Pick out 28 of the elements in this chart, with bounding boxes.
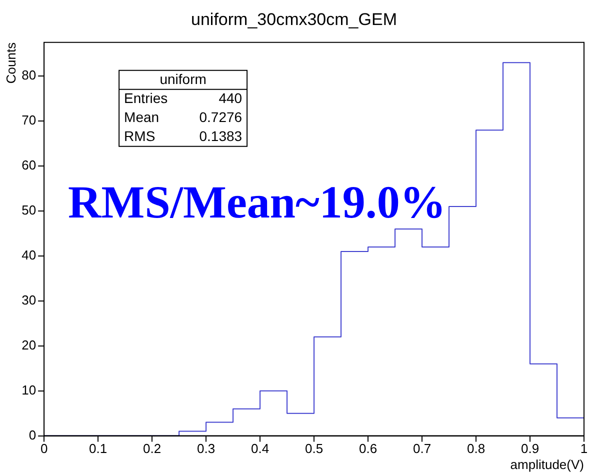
y-tick-label: 70 — [22, 112, 36, 128]
x-tick-label: 0.9 — [520, 441, 540, 456]
x-tick-label: 0.2 — [143, 441, 162, 456]
y-tick-label: 60 — [22, 158, 36, 173]
x-tick-label: 1 — [580, 441, 588, 456]
x-tick-label: 0.3 — [197, 441, 216, 456]
x-tick-label: 0.4 — [250, 441, 270, 456]
y-tick-label: 0 — [28, 427, 36, 442]
y-tick-label: 40 — [22, 248, 36, 263]
text: RMS 0.1383 — [124, 128, 242, 144]
y-axis-title: Counts — [3, 42, 18, 84]
x-tick-label: 0.7 — [412, 441, 432, 456]
y-tick-label: 20 — [22, 337, 36, 352]
chart-title: uniform_30cmx30cm_GEM — [191, 10, 397, 29]
y-tick-label: 50 — [22, 202, 36, 218]
x-tick-label: 0 — [40, 441, 48, 456]
x-tick-label: 0.8 — [466, 441, 486, 456]
y-tick-label: 80 — [22, 68, 36, 83]
x-tick-label: 0.5 — [304, 441, 324, 456]
x-tick-label: 0.1 — [89, 441, 108, 456]
y-tick-label: 10 — [22, 382, 36, 398]
annotation: uniform — [160, 70, 206, 87]
annotation: RMS/Mean~19.0% — [68, 176, 446, 228]
x-axis-title: amplitude(V) — [510, 456, 584, 472]
y-tick-label: 30 — [22, 292, 36, 308]
text: Entries 440 — [124, 90, 242, 106]
text: Mean 0.7276 — [124, 108, 242, 125]
x-tick-label: 0.6 — [358, 441, 378, 456]
